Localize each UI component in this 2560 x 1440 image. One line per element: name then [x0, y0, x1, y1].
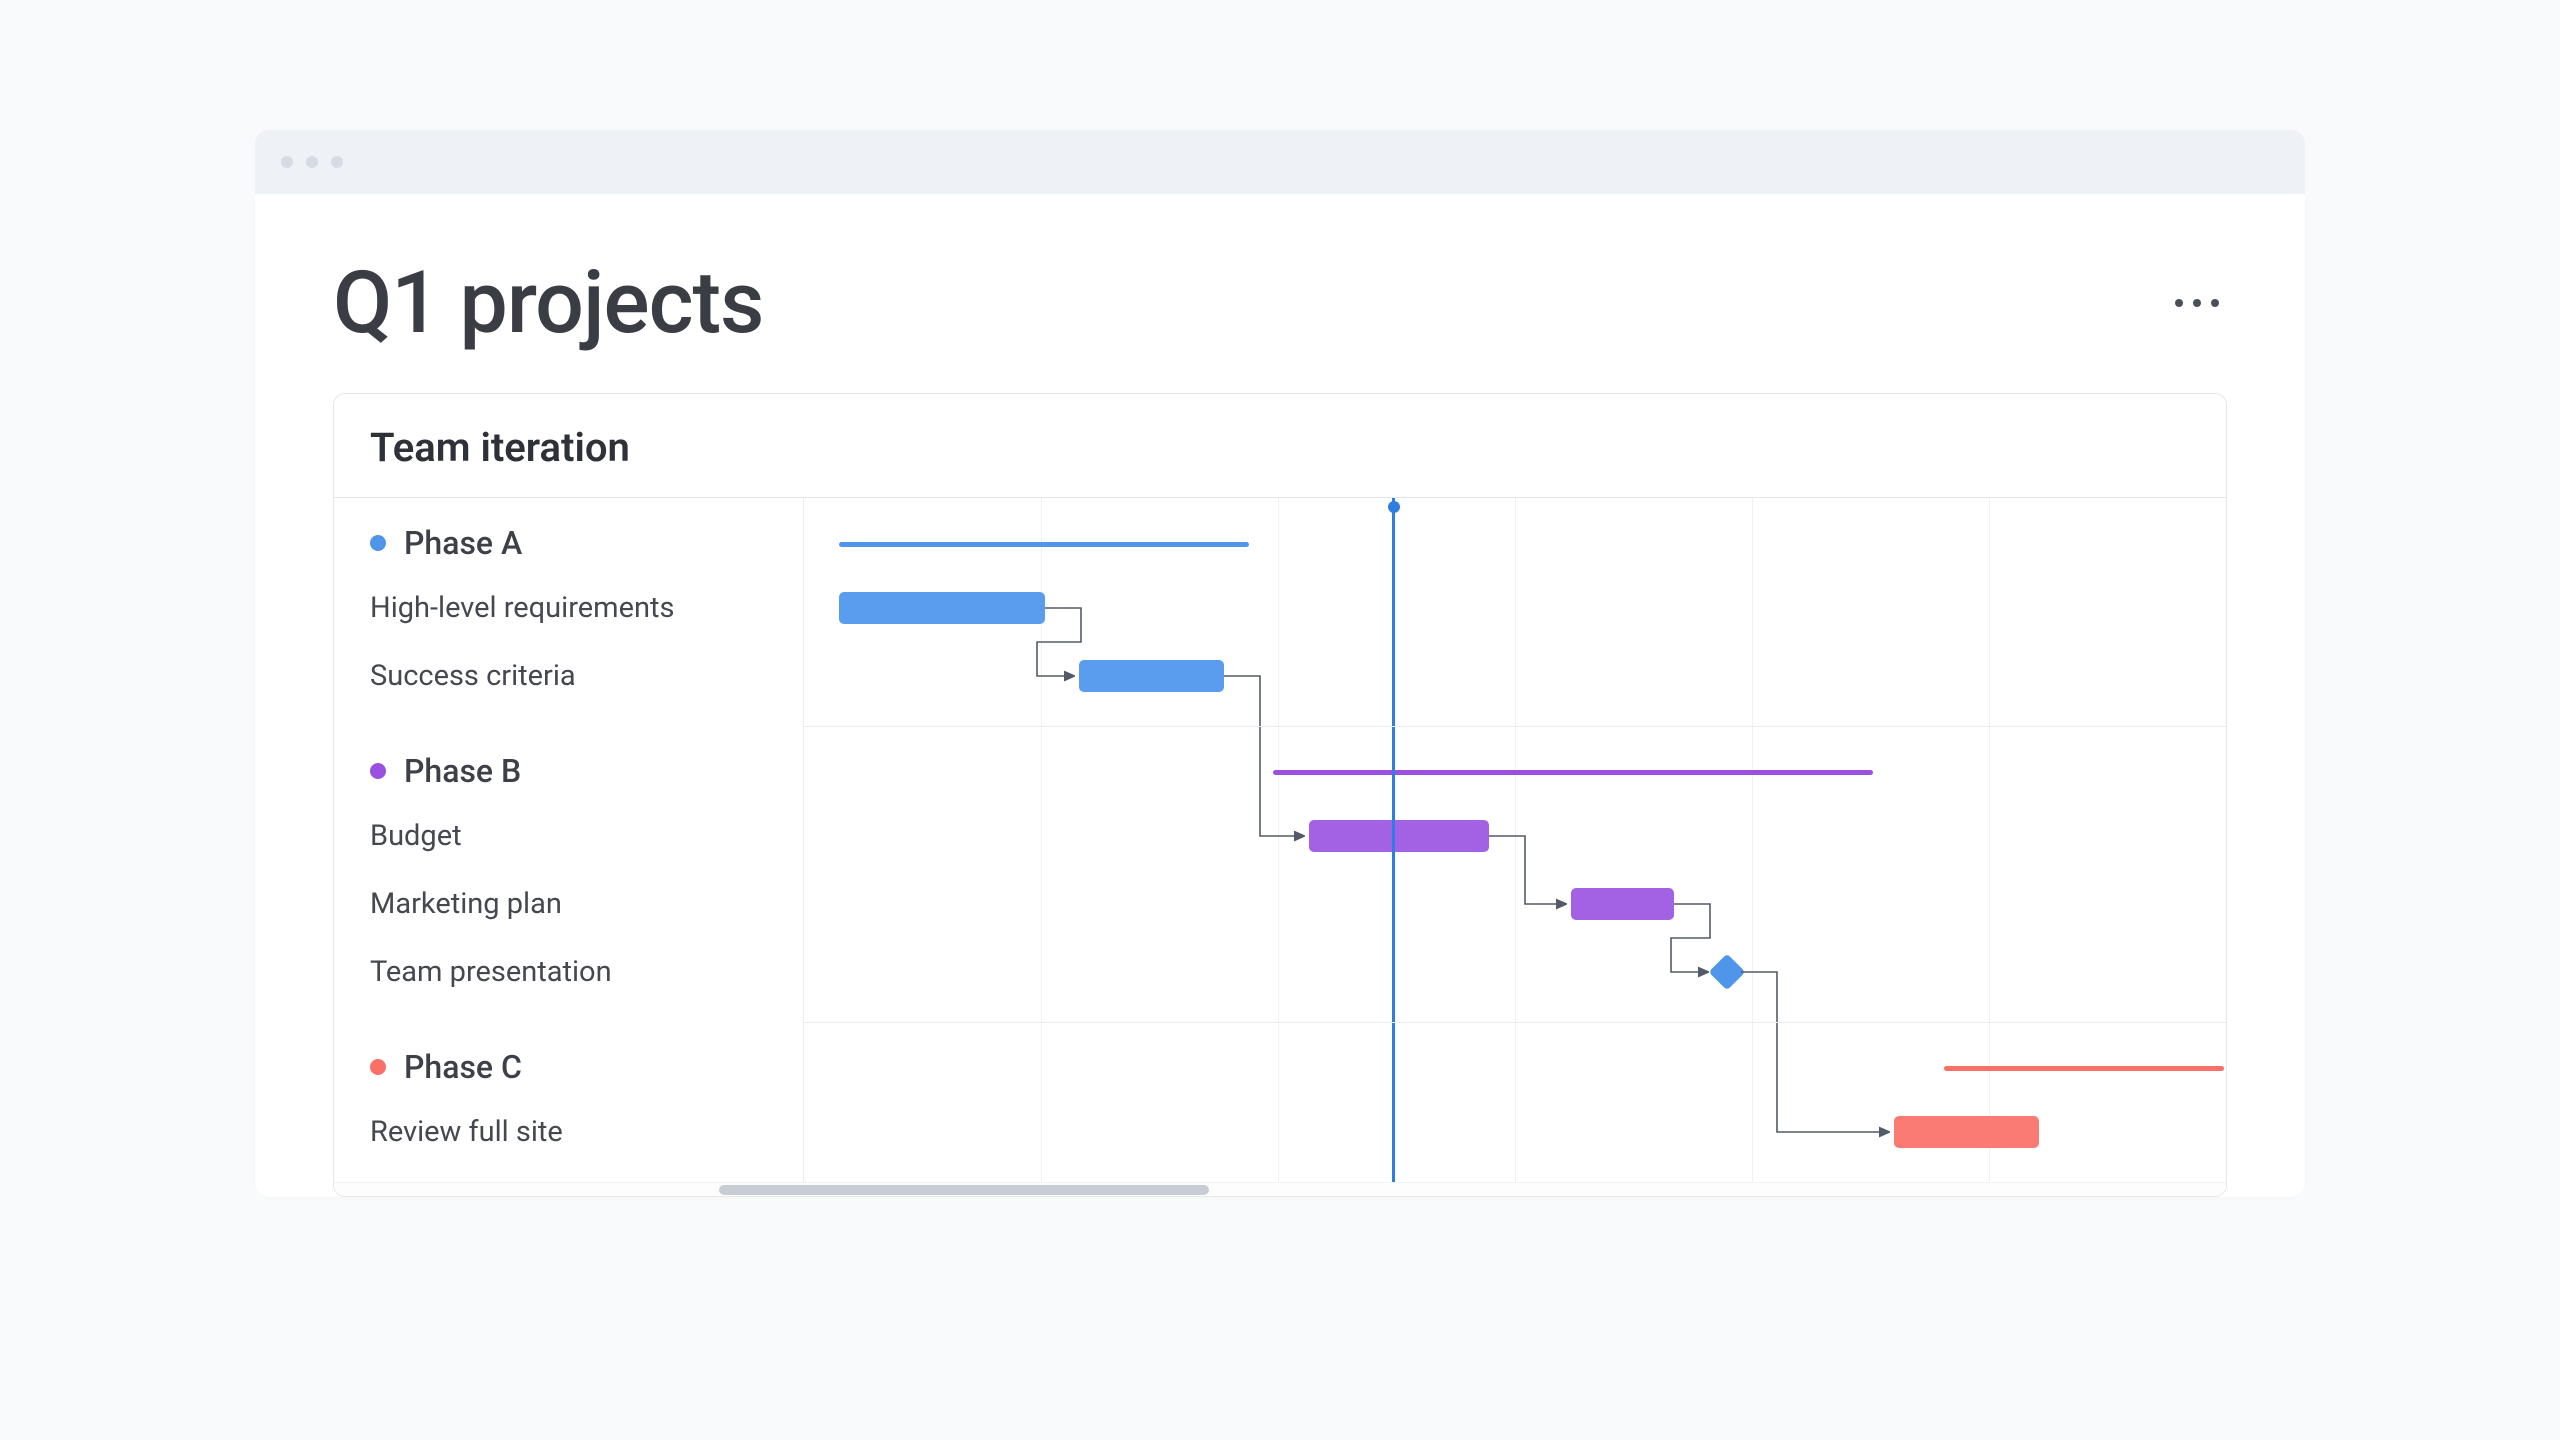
connector-mkt-pres	[1671, 904, 1710, 972]
window-titlebar	[255, 130, 2305, 194]
phase-dot-icon	[370, 1059, 386, 1075]
scrollbar-thumb[interactable]	[719, 1185, 1209, 1195]
phase-dot-icon	[370, 763, 386, 779]
task-label-pres[interactable]: Team presentation	[370, 955, 612, 989]
gantt-timeline	[804, 498, 2226, 1182]
panel-header: Team iteration	[334, 394, 2226, 498]
app-window: Q1 projects Team iteration Phase A High-l…	[255, 130, 2305, 1197]
connector-sc-budget	[1224, 676, 1303, 836]
traffic-light-dot	[331, 156, 343, 168]
gantt-sidebar: Phase A High-level requirements Success cr…	[334, 498, 804, 1182]
page-header: Q1 projects	[255, 194, 2305, 393]
phase-dot-icon	[370, 535, 386, 551]
ellipsis-icon	[2211, 299, 2219, 307]
panel-title: Team iteration	[370, 424, 2190, 471]
task-label-hlr[interactable]: High-level requirements	[370, 591, 674, 625]
today-marker-dot-icon	[1388, 501, 1400, 513]
phase-label-text: Phase C	[404, 1048, 522, 1086]
connector-hlr-sc	[1037, 608, 1081, 676]
more-options-button[interactable]	[2167, 291, 2227, 315]
task-label-sc[interactable]: Success criteria	[370, 659, 576, 693]
dependency-connectors	[804, 498, 2224, 1182]
gantt-chart: Phase A High-level requirements Success cr…	[334, 498, 2226, 1182]
traffic-light-dot	[306, 156, 318, 168]
task-label-budget[interactable]: Budget	[370, 819, 462, 853]
task-label-review[interactable]: Review full site	[370, 1115, 563, 1149]
connector-pres-review	[1741, 972, 1888, 1132]
horizontal-scrollbar[interactable]	[334, 1182, 2226, 1196]
phase-label-phase-a[interactable]: Phase A	[370, 524, 522, 562]
connector-budget-mkt	[1489, 836, 1565, 904]
phase-label-phase-b[interactable]: Phase B	[370, 752, 521, 790]
phase-label-text: Phase A	[404, 524, 522, 562]
ellipsis-icon	[2175, 299, 2183, 307]
page-title: Q1 projects	[333, 252, 763, 353]
traffic-light-dot	[281, 156, 293, 168]
gantt-panel: Team iteration Phase A High-level require…	[333, 393, 2227, 1197]
ellipsis-icon	[2193, 299, 2201, 307]
phase-label-text: Phase B	[404, 752, 521, 790]
task-label-mkt[interactable]: Marketing plan	[370, 887, 562, 921]
today-marker-line	[1392, 498, 1395, 1182]
phase-label-phase-c[interactable]: Phase C	[370, 1048, 522, 1086]
